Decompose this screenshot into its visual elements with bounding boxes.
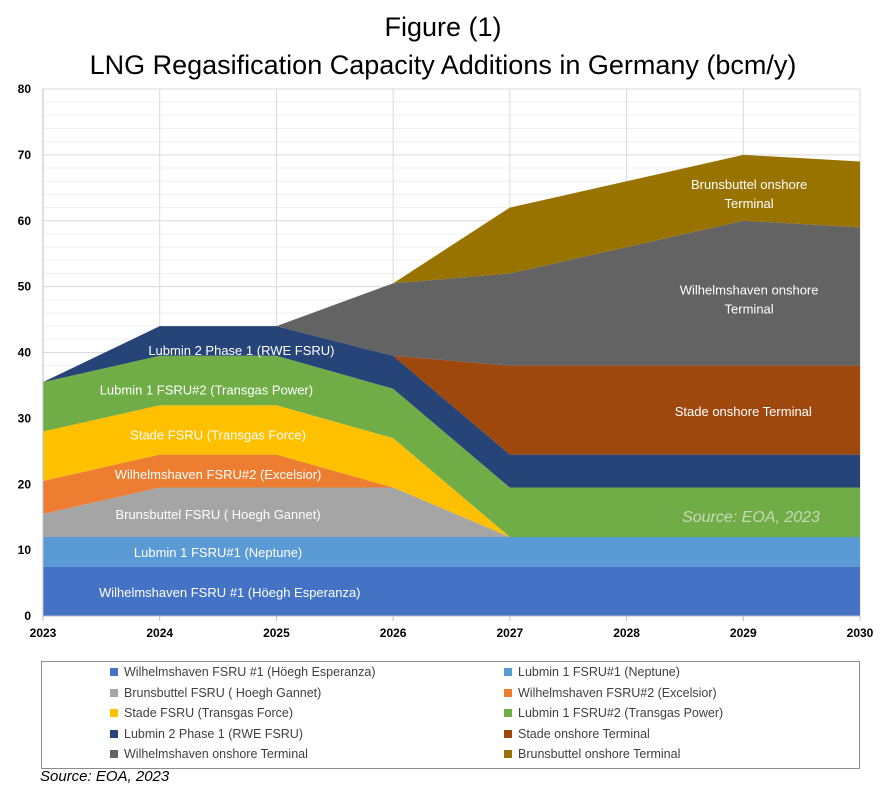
y-tick-label: 10	[18, 543, 32, 557]
axes	[42, 89, 861, 621]
y-tick-label: 20	[18, 477, 32, 491]
chart-title-line2: LNG Regasification Capacity Additions in…	[89, 50, 797, 80]
legend: Wilhelmshaven FSRU #1 (Höegh Esperanza) L…	[41, 661, 860, 769]
source-footer: Source: EOA, 2023	[40, 768, 170, 785]
y-tick-label: 80	[18, 82, 32, 96]
y-tick-label: 60	[18, 214, 32, 228]
y-tick-labels: 0 10 20 30 40 50 60 70 80	[18, 82, 32, 623]
legend-swatch	[504, 709, 512, 717]
legend-item: Brunsbuttel onshore Terminal	[504, 747, 680, 761]
legend-swatch	[110, 668, 118, 676]
y-tick-label: 40	[18, 346, 32, 360]
series-area-7	[43, 326, 860, 455]
series-area-4	[43, 405, 860, 537]
legend-label: Wilhelmshaven onshore Terminal	[124, 747, 308, 761]
x-tick-label: 2029	[730, 626, 757, 640]
x-tick-label: 2023	[30, 626, 57, 640]
legend-label: Wilhelmshaven FSRU #1 (Höegh Esperanza)	[124, 665, 376, 679]
legend-item: Wilhelmshaven onshore Terminal	[110, 747, 308, 761]
legend-item: Stade onshore Terminal	[504, 727, 650, 741]
legend-item: Brunsbuttel FSRU ( Hoegh Gannet)	[110, 686, 321, 700]
area-series	[43, 154, 860, 616]
source-annotation: Source: EOA, 2023	[682, 509, 820, 526]
chart-area: Wilhelmshaven FSRU #1 (Höegh Esperanza) L…	[18, 82, 874, 640]
series-area-6	[43, 326, 860, 488]
series-area-5	[43, 355, 860, 537]
legend-swatch	[504, 750, 512, 758]
legend-swatch	[504, 688, 512, 697]
legend-label: Brunsbuttel FSRU ( Hoegh Gannet)	[124, 685, 322, 700]
series-label-0: Wilhelmshaven FSRU #1 (Höegh Esperanza)	[99, 585, 361, 600]
legend-item: Wilhelmshaven FSRU #1 (Höegh Esperanza)	[110, 665, 376, 679]
legend-swatch	[110, 729, 118, 738]
y-tick-label: 0	[24, 609, 31, 623]
x-tick-label: 2030	[847, 626, 874, 640]
x-tick-label: 2028	[613, 626, 640, 640]
chart-title-line1: Figure (1)	[384, 12, 502, 42]
series-label-3: Wilhelmshaven FSRU#2 (Excelsior)	[115, 467, 322, 482]
legend-label: Wilhelmshaven FSRU#2 (Excelsior)	[518, 685, 717, 700]
series-area-8	[43, 220, 860, 383]
area-labels: Wilhelmshaven FSRU #1 (Höegh Esperanza) L…	[99, 177, 819, 600]
legend-label: Stade onshore Terminal	[518, 726, 650, 741]
series-label-9: Terminal	[725, 196, 774, 211]
series-area-3	[43, 454, 860, 537]
series-label-6: Lubmin 2 Phase 1 (RWE FSRU)	[148, 343, 334, 358]
legend-swatch	[110, 750, 118, 758]
legend-swatch	[110, 709, 118, 717]
legend-item: Lubmin 2 Phase 1 (RWE FSRU)	[110, 727, 303, 741]
legend-item: Stade FSRU (Transgas Force)	[110, 706, 293, 720]
x-tick-labels: 2023 2024 2025 2026 2027 2028 2029 2030	[30, 626, 874, 640]
series-label-5: Lubmin 1 FSRU#2 (Transgas Power)	[100, 383, 313, 398]
series-label-8: Terminal	[725, 301, 774, 316]
series-label-7: Stade onshore Terminal	[675, 404, 812, 419]
y-tick-label: 30	[18, 411, 32, 425]
x-tick-label: 2024	[146, 626, 173, 640]
series-label-2: Brunsbuttel FSRU ( Hoegh Gannet)	[115, 507, 320, 522]
series-label-4: Stade FSRU (Transgas Force)	[130, 428, 306, 443]
series-area-0	[43, 566, 860, 616]
series-label-1: Lubmin 1 FSRU#1 (Neptune)	[134, 545, 302, 560]
x-tick-label: 2025	[263, 626, 290, 640]
y-tick-label: 50	[18, 280, 32, 294]
series-label-8: Wilhelmshaven onshore	[680, 282, 819, 297]
legend-label: Lubmin 1 FSRU#1 (Neptune)	[518, 665, 680, 679]
legend-label: Lubmin 1 FSRU#2 (Transgas Power)	[518, 706, 724, 720]
legend-swatch	[504, 729, 512, 738]
legend-item: Lubmin 1 FSRU#2 (Transgas Power)	[504, 706, 723, 720]
series-area-9	[43, 154, 860, 383]
legend-swatch	[110, 688, 118, 697]
legend-swatch	[504, 668, 512, 676]
x-tick-label: 2026	[380, 626, 407, 640]
y-tick-label: 70	[18, 148, 32, 162]
legend-item: Wilhelmshaven FSRU#2 (Excelsior)	[504, 686, 717, 700]
series-area-1	[43, 536, 860, 567]
legend-label: Brunsbuttel onshore Terminal	[518, 747, 681, 761]
legend-item: Lubmin 1 FSRU#1 (Neptune)	[504, 665, 680, 679]
legend-label: Stade FSRU (Transgas Force)	[124, 706, 294, 720]
legend-label: Lubmin 2 Phase 1 (RWE FSRU)	[124, 726, 303, 741]
series-label-9: Brunsbuttel onshore	[691, 177, 807, 192]
x-tick-label: 2027	[497, 626, 524, 640]
